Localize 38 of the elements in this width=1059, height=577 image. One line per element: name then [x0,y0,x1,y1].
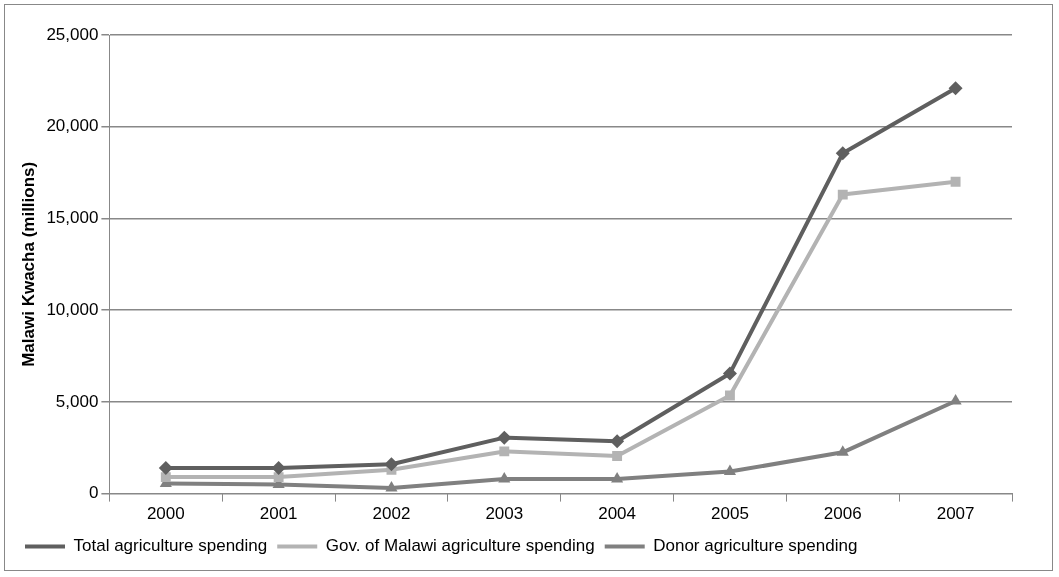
legend-label: Gov. of Malawi agriculture spending [325,536,595,556]
point [722,366,737,381]
x-tick-label: 2002 [372,504,411,524]
point [612,451,623,461]
point [835,146,850,161]
point [384,457,399,472]
x-tick-label: 2000 [146,504,185,524]
y-tick-label: 20,000 [46,116,99,136]
y-tick-label: 10,000 [46,299,99,319]
x-tick-label: 2005 [711,504,749,524]
x-tick-label: 2006 [823,504,862,524]
point [836,445,849,456]
x-tick-label: 2003 [485,504,524,524]
point [611,471,624,483]
y-tick-label: 0 [88,483,99,503]
point [948,81,963,96]
y-tick-label: 25,000 [46,24,99,44]
point [273,472,284,483]
point [158,460,173,475]
point [497,430,512,445]
y-tick-label: 15,000 [46,208,99,228]
legend-label: Total agriculture spending [73,536,268,556]
point [610,434,625,449]
point [499,446,510,457]
point [385,481,398,492]
legend-label: Donor agriculture spending [653,536,858,556]
point [271,460,286,475]
point [950,176,961,187]
x-tick-label: 2007 [936,504,975,524]
point [723,464,736,476]
x-tick-label: 2001 [259,504,298,524]
x-tick-label: 2004 [598,504,637,524]
point [837,189,848,200]
point [160,472,171,483]
y-axis-title: Malawi Kwacha (millions) [18,161,38,367]
point [724,390,735,401]
point [498,471,511,483]
y-tick-label: 5,000 [55,391,99,411]
